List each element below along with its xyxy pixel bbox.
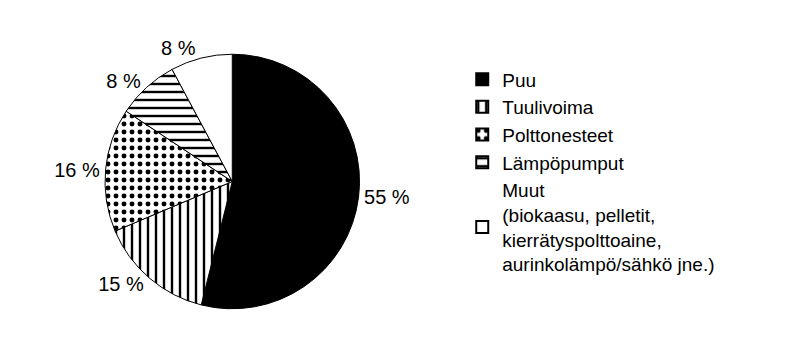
svg-text:8 %: 8 % [106, 70, 141, 92]
svg-text:Polttonesteet: Polttonesteet [502, 125, 614, 146]
svg-text:16 %: 16 % [54, 159, 100, 181]
svg-text:Lämpöpumput: Lämpöpumput [502, 153, 624, 174]
svg-text:15 %: 15 % [98, 273, 144, 295]
svg-text:Tuulivoima: Tuulivoima [502, 97, 594, 118]
svg-text:Puu: Puu [502, 70, 536, 91]
svg-text:8 %: 8 % [161, 37, 196, 59]
svg-text:Muut(biokaasu, pelletit,kierrä: Muut(biokaasu, pelletit,kierrätyspolttoa… [502, 180, 714, 275]
svg-text:55 %: 55 % [364, 186, 410, 208]
